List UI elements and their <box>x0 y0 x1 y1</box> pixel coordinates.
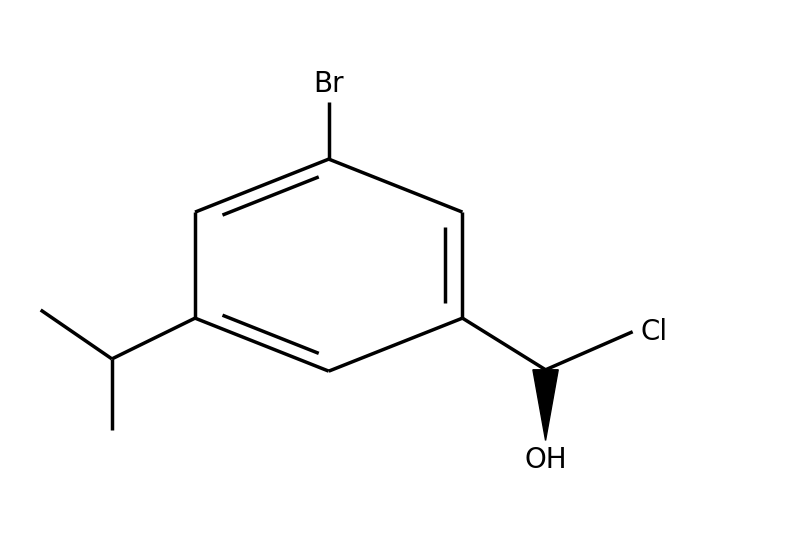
Text: Br: Br <box>314 70 344 98</box>
Text: OH: OH <box>524 446 567 474</box>
Polygon shape <box>533 370 558 440</box>
Text: Cl: Cl <box>641 318 668 346</box>
